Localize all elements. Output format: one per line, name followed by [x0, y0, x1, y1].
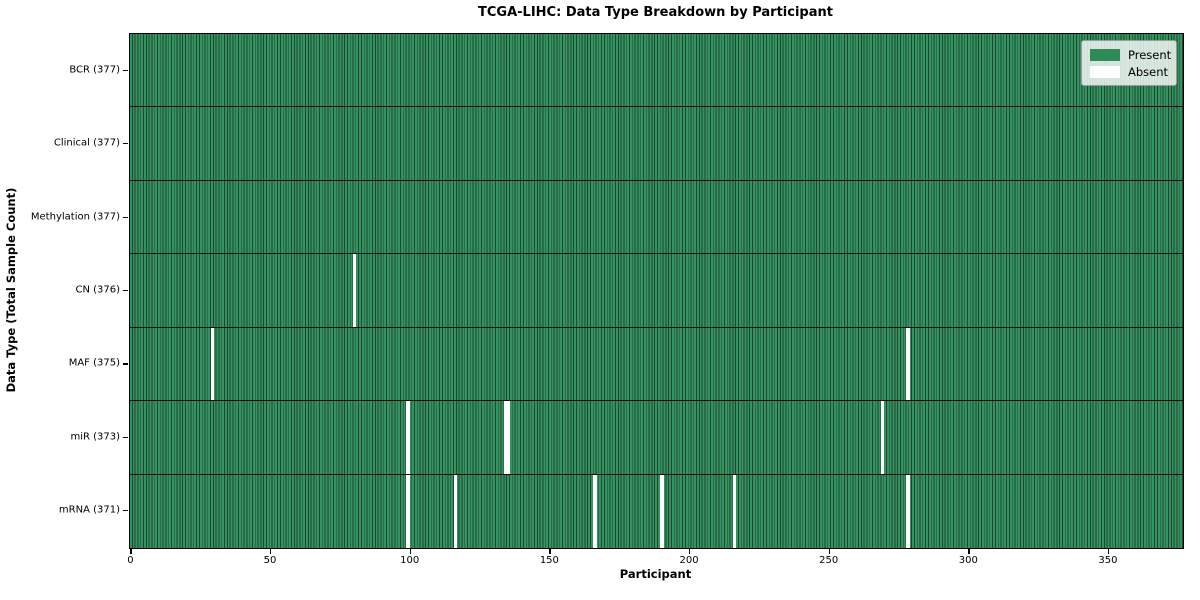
x-tick-label: 300 — [958, 555, 978, 566]
y-tick — [123, 363, 128, 365]
x-tick — [549, 549, 551, 554]
x-tick-label: 350 — [1098, 555, 1118, 566]
x-tick-label: 0 — [127, 555, 134, 566]
absent-cell — [881, 401, 885, 474]
absent-cell — [453, 474, 458, 548]
absent-cell — [506, 401, 511, 474]
absent-cell — [353, 254, 357, 327]
absent-cell — [593, 474, 597, 548]
absent-cell — [406, 401, 410, 474]
y-tick-label: CN (376) — [75, 284, 120, 296]
heatmap-row-CN — [130, 254, 1183, 328]
y-tick-label: mRNA (371) — [58, 504, 120, 516]
x-tick-label: 50 — [263, 555, 277, 566]
legend: Present Absent — [1081, 40, 1177, 86]
absent-swatch — [1090, 65, 1120, 78]
y-tick-label: Clinical (377) — [53, 137, 120, 149]
chart-title: TCGA-LIHC: Data Type Breakdown by Partic… — [478, 5, 833, 20]
heatmap-row-miR — [130, 401, 1183, 475]
x-tick — [409, 549, 411, 554]
y-tick-label: BCR (377) — [69, 64, 120, 76]
y-tick — [123, 216, 128, 218]
y-tick — [123, 69, 128, 71]
x-tick — [689, 549, 691, 554]
y-tick — [123, 436, 128, 439]
legend-label-absent: Absent — [1128, 64, 1169, 79]
legend-entry-present: Present — [1090, 46, 1172, 63]
heatmap-row-Clinical — [130, 107, 1183, 181]
y-tick — [123, 143, 128, 145]
y-tick — [123, 290, 128, 292]
x-tick-label: 200 — [679, 555, 699, 566]
x-tick-label: 150 — [539, 555, 559, 566]
x-tick — [968, 549, 970, 554]
absent-cell — [660, 474, 664, 548]
y-tick — [123, 510, 128, 512]
heatmap-row-Methylation — [130, 180, 1183, 255]
heatmap-row-BCR — [130, 34, 1183, 108]
x-tick-label: 250 — [819, 555, 839, 566]
y-tick-label: MAF (375) — [68, 357, 120, 369]
legend-label-present: Present — [1128, 47, 1172, 62]
y-tick-label: miR (373) — [70, 431, 120, 443]
y-tick-label: Methylation (377) — [30, 211, 120, 223]
heatmap-row-mRNA — [130, 474, 1183, 548]
absent-cell — [406, 474, 410, 548]
x-axis-label: Participant — [619, 567, 692, 581]
absent-cell — [906, 474, 910, 548]
heatmap-row-MAF — [130, 327, 1183, 402]
absent-cell — [504, 401, 508, 474]
plot-area — [129, 33, 1184, 549]
absent-cell — [210, 327, 215, 401]
x-tick-label: 100 — [400, 555, 420, 566]
x-tick — [130, 549, 132, 554]
x-tick — [828, 549, 830, 554]
x-tick — [270, 549, 272, 554]
present-swatch — [1090, 48, 1120, 61]
absent-cell — [733, 474, 737, 548]
absent-cell — [906, 327, 910, 401]
x-tick — [1107, 549, 1110, 554]
legend-entry-absent: Absent — [1090, 63, 1168, 80]
